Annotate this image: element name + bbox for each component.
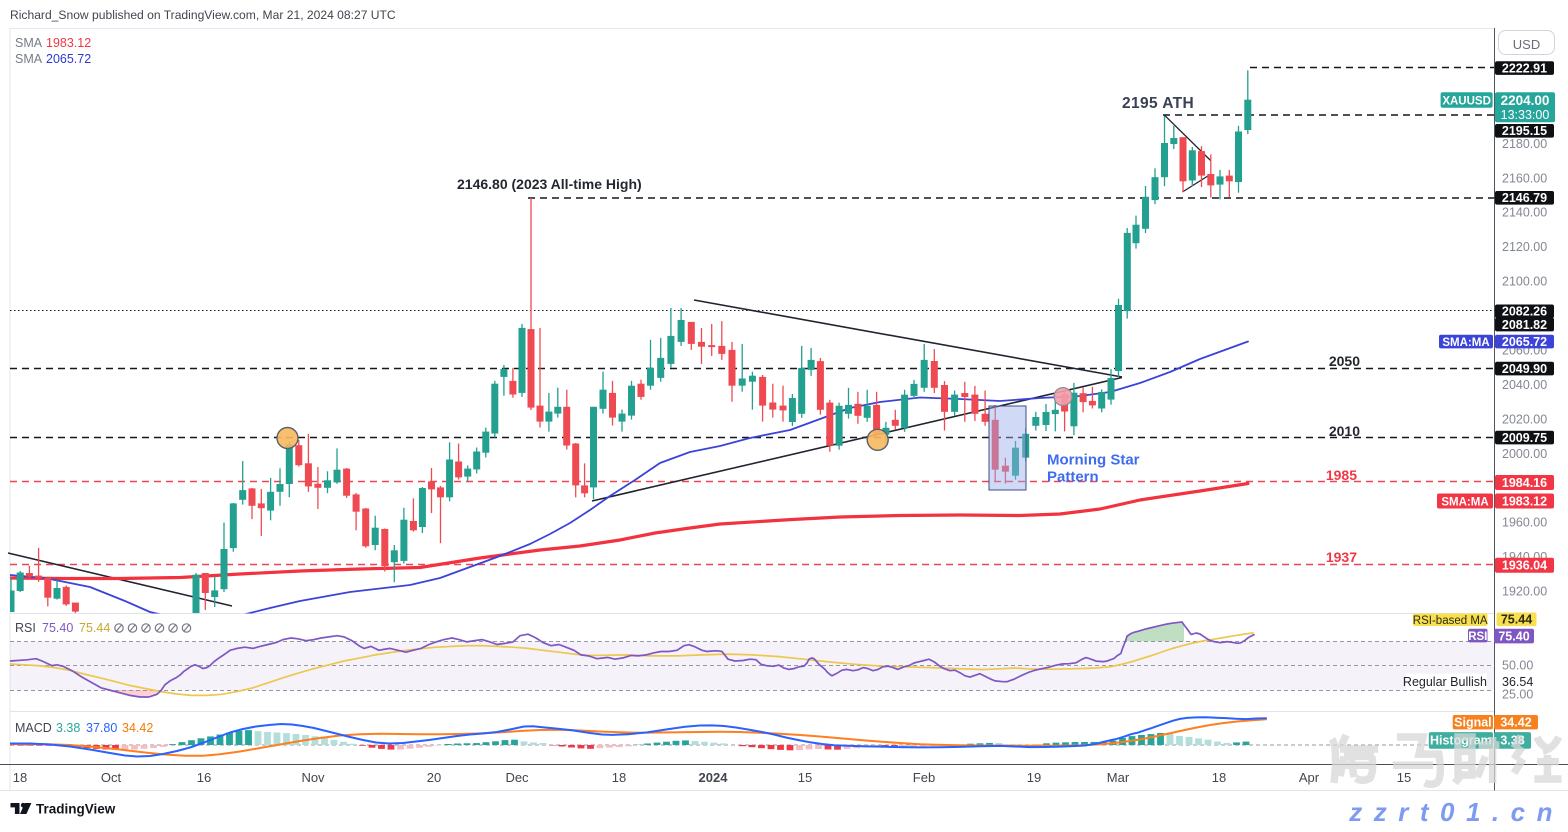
svg-text:75.44: 75.44 (1501, 613, 1532, 627)
svg-text:50.00: 50.00 (1502, 659, 1533, 673)
svg-text:13:33:00: 13:33:00 (1501, 108, 1550, 122)
svg-text:2140.00: 2140.00 (1502, 206, 1547, 220)
svg-text:75.40: 75.40 (42, 621, 73, 635)
svg-text:1984.16: 1984.16 (1502, 476, 1547, 490)
svg-text:XAUUSD: XAUUSD (1442, 95, 1491, 107)
svg-text:15: 15 (1397, 770, 1411, 785)
svg-text:RSI: RSI (1468, 631, 1487, 643)
svg-text:16: 16 (197, 770, 211, 785)
svg-text:18: 18 (612, 770, 626, 785)
svg-text:1983.12: 1983.12 (1502, 494, 1547, 508)
svg-text:Morning Star: Morning Star (1047, 452, 1140, 469)
svg-text:2081.82: 2081.82 (1502, 318, 1547, 332)
svg-text:18: 18 (1212, 770, 1226, 785)
svg-text:2222.91: 2222.91 (1502, 61, 1547, 75)
svg-text:2049.90: 2049.90 (1502, 362, 1547, 376)
svg-text:USD: USD (1513, 37, 1540, 52)
svg-text:2050: 2050 (1329, 353, 1360, 369)
svg-text:1937: 1937 (1326, 549, 1357, 565)
svg-text:2010: 2010 (1329, 423, 1360, 439)
svg-text:1936.04: 1936.04 (1502, 559, 1547, 573)
svg-text:15: 15 (798, 770, 812, 785)
svg-text:2065.72: 2065.72 (46, 52, 91, 66)
svg-text:2195.15: 2195.15 (1502, 124, 1547, 138)
svg-text:75.44: 75.44 (79, 621, 110, 635)
svg-text:SMA:MA: SMA:MA (1441, 496, 1488, 508)
svg-text:Oct: Oct (101, 770, 122, 785)
svg-text:2120.00: 2120.00 (1502, 240, 1547, 254)
svg-text:Mar: Mar (1107, 770, 1130, 785)
svg-text:2100.00: 2100.00 (1502, 275, 1547, 289)
svg-text:75.40: 75.40 (1498, 629, 1529, 643)
svg-text:25.00: 25.00 (1502, 688, 1533, 702)
svg-text:2020.00: 2020.00 (1502, 413, 1547, 427)
svg-text:34.42: 34.42 (122, 721, 153, 735)
svg-text:MACD: MACD (15, 721, 52, 735)
svg-text:2065.72: 2065.72 (1502, 335, 1547, 349)
svg-text:19: 19 (1027, 770, 1041, 785)
svg-text:Signal: Signal (1454, 716, 1492, 730)
svg-text:2000.00: 2000.00 (1502, 447, 1547, 461)
svg-text:18: 18 (13, 770, 27, 785)
svg-text:2195 ATH: 2195 ATH (1122, 95, 1194, 112)
svg-text:Dec: Dec (505, 770, 529, 785)
svg-text:2024: 2024 (699, 770, 729, 785)
svg-text:3.38: 3.38 (56, 721, 80, 735)
svg-text:Regular Bullish: Regular Bullish (1403, 675, 1487, 689)
svg-text:Nov: Nov (301, 770, 325, 785)
svg-text:2146.79: 2146.79 (1502, 191, 1547, 205)
svg-text:2204.00: 2204.00 (1501, 93, 1550, 108)
svg-text:RSI: RSI (15, 621, 36, 635)
svg-text:SMA: SMA (15, 52, 43, 66)
svg-text:1985: 1985 (1326, 467, 1357, 483)
svg-text:2146.80 (2023 All-time High): 2146.80 (2023 All-time High) (457, 176, 642, 192)
svg-text:SMA:MA: SMA:MA (1442, 337, 1489, 349)
svg-text:2082.26: 2082.26 (1502, 305, 1547, 319)
svg-text:SMA: SMA (15, 36, 43, 50)
svg-text:2160.00: 2160.00 (1502, 171, 1547, 185)
svg-text:Feb: Feb (913, 770, 935, 785)
svg-text:2180.00: 2180.00 (1502, 137, 1547, 151)
svg-text:37.80: 37.80 (86, 721, 117, 735)
svg-text:2040.00: 2040.00 (1502, 378, 1547, 392)
svg-text:Pattern: Pattern (1047, 469, 1099, 486)
svg-text:TradingView: TradingView (36, 802, 116, 817)
svg-text:20: 20 (427, 770, 441, 785)
svg-text:1920.00: 1920.00 (1502, 584, 1547, 598)
svg-text:RSI-based MA: RSI-based MA (1413, 615, 1488, 627)
svg-text:1960.00: 1960.00 (1502, 516, 1547, 530)
svg-text:34.42: 34.42 (1500, 716, 1531, 730)
svg-text:1983.12: 1983.12 (46, 36, 91, 50)
svg-text:Richard_Snow published on Trad: Richard_Snow published on TradingView.co… (10, 8, 396, 22)
svg-text:Apr: Apr (1299, 770, 1320, 785)
svg-text:zzrt01.cn: zzrt01.cn (1348, 797, 1564, 827)
svg-text:2009.75: 2009.75 (1502, 431, 1547, 445)
